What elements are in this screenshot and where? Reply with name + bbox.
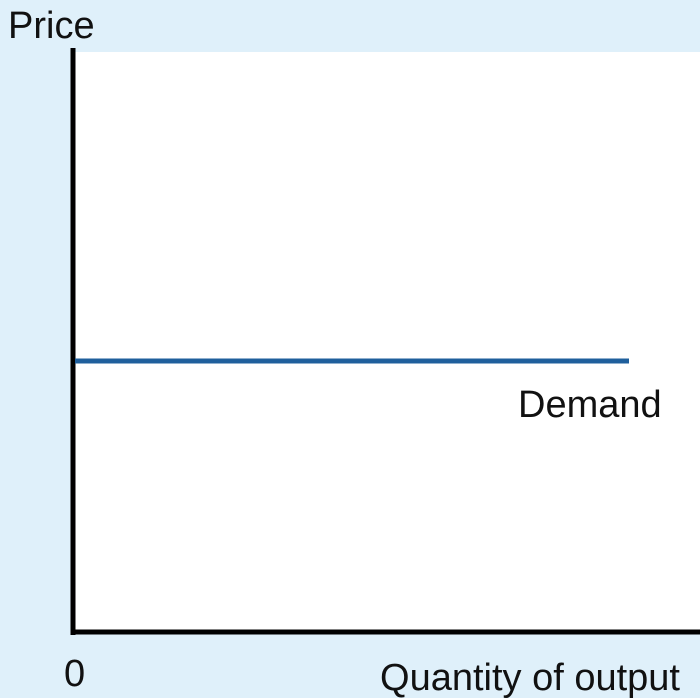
y-axis-label: Price — [8, 5, 95, 47]
plot-area — [75, 52, 700, 632]
curve-label: Demand — [518, 384, 662, 426]
x-axis-label: Quantity of output — [380, 657, 680, 698]
origin-label: 0 — [64, 653, 85, 695]
